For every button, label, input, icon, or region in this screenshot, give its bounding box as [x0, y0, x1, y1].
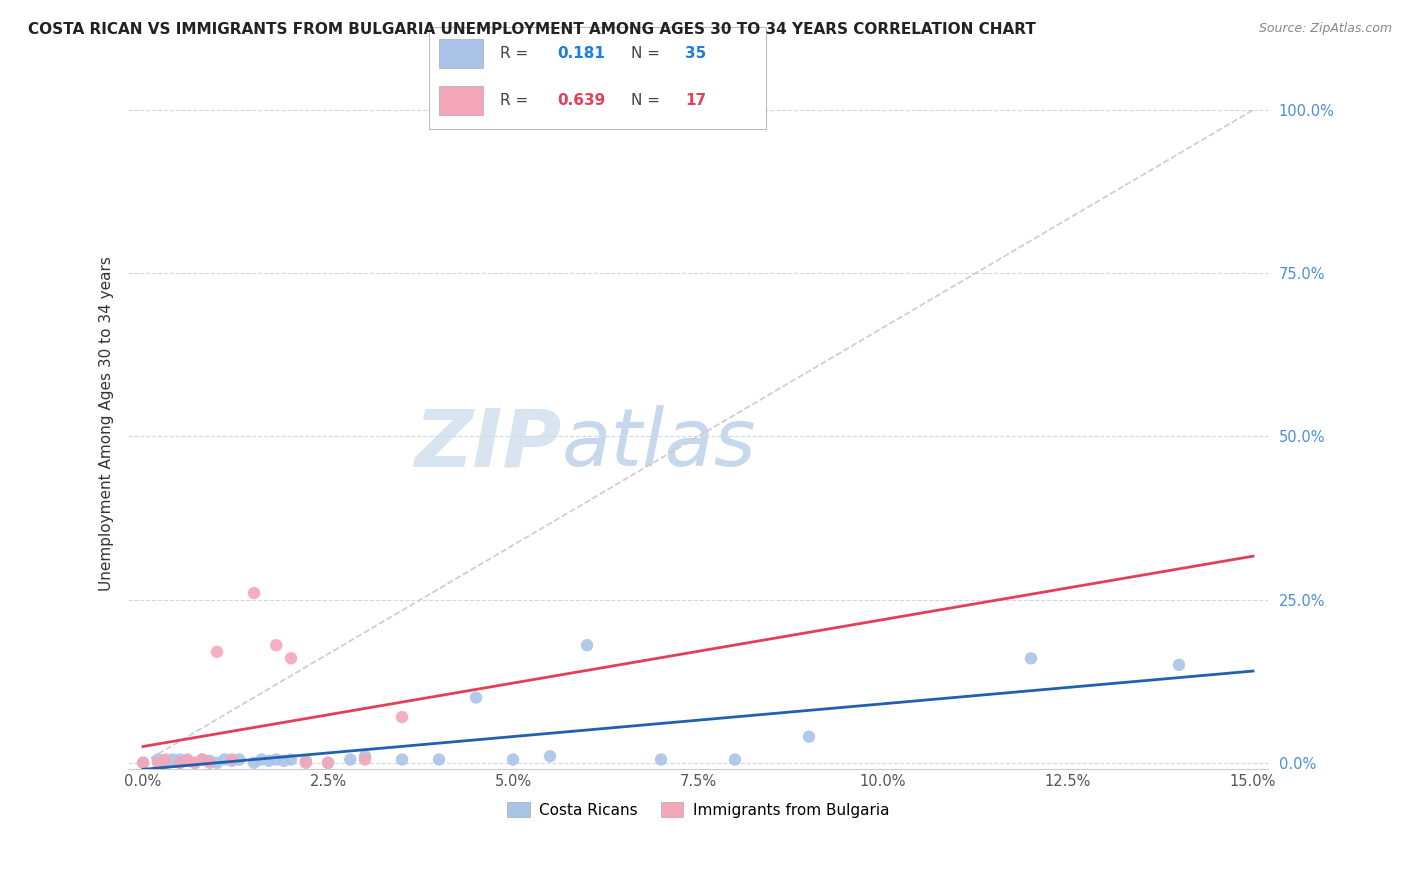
Text: N =: N = [631, 93, 665, 108]
Point [250, 752, 273, 766]
Point [191, 752, 214, 766]
Point [273, 754, 295, 768]
Point [146, 752, 169, 766]
Point [295, 754, 318, 768]
Point [184, 756, 207, 770]
Point [176, 754, 198, 768]
Point [797, 730, 820, 744]
Point [257, 754, 280, 768]
Text: N =: N = [631, 45, 665, 61]
Point [228, 752, 250, 766]
Point [264, 752, 287, 766]
Y-axis label: Unemployment Among Ages 30 to 34 years: Unemployment Among Ages 30 to 34 years [100, 256, 114, 591]
Point [650, 752, 672, 766]
Point [169, 752, 191, 766]
Point [724, 752, 747, 766]
Point [155, 752, 177, 766]
Point [132, 756, 155, 770]
Point [243, 756, 266, 770]
Point [205, 756, 228, 770]
Point [243, 586, 266, 600]
Point [191, 752, 214, 766]
Point [221, 754, 243, 768]
Point [316, 756, 339, 770]
Point [155, 756, 177, 770]
Text: 0.181: 0.181 [557, 45, 605, 61]
Point [1019, 651, 1042, 665]
Text: 35: 35 [685, 45, 707, 61]
Bar [439, 39, 482, 68]
Text: COSTA RICAN VS IMMIGRANTS FROM BULGARIA UNEMPLOYMENT AMONG AGES 30 TO 34 YEARS C: COSTA RICAN VS IMMIGRANTS FROM BULGARIA … [28, 22, 1036, 37]
Point [146, 756, 169, 770]
Point [198, 754, 221, 768]
Point [339, 752, 361, 766]
Point [316, 756, 339, 770]
Text: 17: 17 [685, 93, 706, 108]
Point [198, 756, 221, 770]
Point [280, 752, 302, 766]
Point [354, 749, 377, 764]
Legend: Costa Ricans, Immigrants from Bulgaria: Costa Ricans, Immigrants from Bulgaria [501, 796, 896, 824]
Text: Source: ZipAtlas.com: Source: ZipAtlas.com [1258, 22, 1392, 36]
Text: ZIP: ZIP [413, 405, 561, 483]
Point [1168, 657, 1191, 672]
Text: 0.639: 0.639 [557, 93, 606, 108]
Point [264, 638, 287, 652]
Point [538, 749, 561, 764]
Point [221, 752, 243, 766]
Text: R =: R = [499, 93, 533, 108]
Point [280, 651, 302, 665]
Point [176, 752, 198, 766]
Point [205, 645, 228, 659]
Point [576, 638, 599, 652]
Point [427, 752, 450, 766]
Bar [439, 87, 482, 115]
Point [169, 756, 191, 770]
Point [502, 752, 524, 766]
Point [214, 752, 236, 766]
Point [132, 756, 155, 770]
Point [465, 690, 488, 705]
Text: atlas: atlas [561, 405, 756, 483]
Point [391, 710, 413, 724]
Point [354, 752, 377, 766]
Point [169, 756, 191, 770]
Text: R =: R = [499, 45, 533, 61]
Point [162, 752, 184, 766]
Point [184, 756, 207, 770]
Point [391, 752, 413, 766]
Point [295, 756, 318, 770]
